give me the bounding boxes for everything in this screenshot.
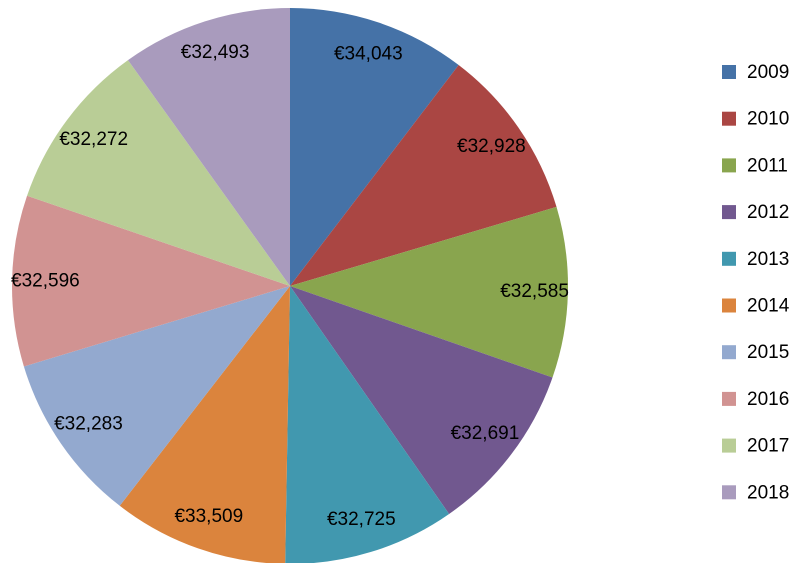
pie-slice: [290, 65, 557, 286]
legend-swatch: [722, 65, 736, 79]
legend-label: 2013: [747, 249, 789, 270]
data-label: €32,596: [11, 270, 80, 291]
legend-swatch: [722, 485, 736, 500]
pie-slice: [119, 286, 290, 563]
data-label: €32,493: [181, 42, 250, 63]
data-label: €33,509: [174, 506, 243, 527]
legend-swatch: [722, 298, 736, 313]
legend-label: 2018: [747, 482, 789, 503]
legend-label: 2016: [747, 389, 789, 410]
pie-slice: [127, 8, 290, 286]
legend-swatch: [722, 158, 736, 173]
pie-slice: [285, 286, 450, 563]
legend-swatch: [722, 251, 736, 266]
pie-slice: [23, 286, 291, 506]
pie-slice: [11, 195, 290, 367]
data-label: €34,043: [334, 43, 403, 64]
legend-label: 2012: [747, 202, 789, 223]
data-label: €32,283: [54, 414, 123, 435]
data-label: €32,585: [500, 281, 569, 302]
legend-label: 2011: [747, 155, 788, 176]
data-label: €32,928: [457, 136, 526, 157]
legend-swatch: [722, 205, 736, 220]
legend-swatch: [722, 111, 736, 126]
legend-swatch: [722, 438, 736, 453]
legend-swatch: [722, 345, 736, 360]
pie-slice: [27, 60, 290, 286]
legend-label: 2014: [747, 296, 790, 317]
pie-slice: [290, 206, 568, 378]
legend-label: 2010: [747, 109, 789, 130]
legend-swatch: [722, 391, 736, 406]
data-label: €32,725: [327, 509, 396, 530]
pie-slice: [290, 286, 553, 514]
legend-label: 2015: [747, 342, 789, 363]
data-label: €32,272: [59, 129, 128, 150]
legend-label: 2017: [747, 436, 789, 457]
legend-label: 2009: [747, 62, 789, 83]
pie-slice: [290, 8, 459, 286]
data-label: €32,691: [451, 423, 520, 444]
